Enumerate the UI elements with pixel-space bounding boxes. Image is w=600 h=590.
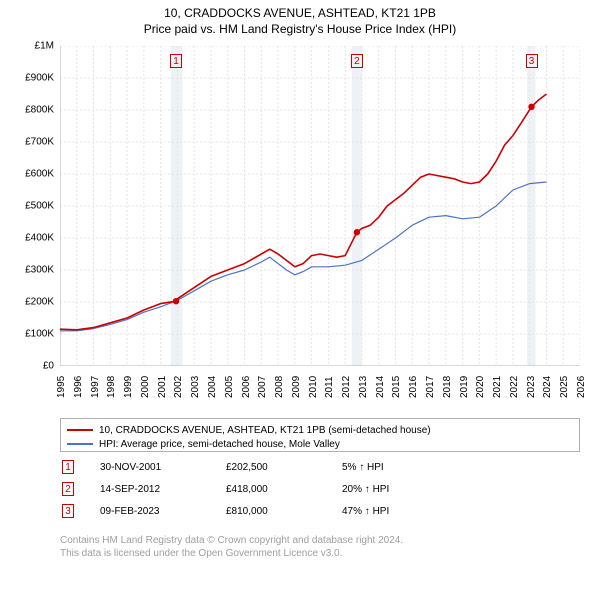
legend-item: 10, CRADDOCKS AVENUE, ASHTEAD, KT21 1PB … (67, 423, 573, 437)
x-tick-label: 2018 (442, 376, 453, 398)
transaction-row: 1 30-NOV-2001 £202,500 5% ↑ HPI (62, 460, 384, 474)
transaction-marker: 3 (526, 54, 538, 68)
page: 10, CRADDOCKS AVENUE, ASHTEAD, KT21 1PB … (0, 0, 600, 590)
x-tick-label: 2010 (308, 376, 319, 398)
y-tick-label: £100K (0, 329, 54, 340)
x-tick-label: 2007 (257, 376, 268, 398)
chart-svg (60, 46, 580, 366)
footer-attribution: Contains HM Land Registry data © Crown c… (60, 534, 403, 560)
transaction-price: £418,000 (226, 484, 316, 495)
x-tick-label: 2023 (526, 376, 537, 398)
chart-title: 10, CRADDOCKS AVENUE, ASHTEAD, KT21 1PB (0, 6, 600, 20)
legend-swatch (67, 429, 93, 431)
x-tick-label: 2011 (324, 376, 335, 398)
x-tick-label: 2022 (509, 376, 520, 398)
x-tick-label: 2005 (224, 376, 235, 398)
x-tick-label: 2003 (190, 376, 201, 398)
transaction-marker-small: 1 (62, 460, 74, 474)
transaction-marker-small: 2 (62, 482, 74, 496)
y-tick-label: £700K (0, 137, 54, 148)
legend-label: 10, CRADDOCKS AVENUE, ASHTEAD, KT21 1PB … (99, 425, 431, 436)
transaction-row: 3 09-FEB-2023 £810,000 47% ↑ HPI (62, 504, 389, 518)
transaction-diff: 20% ↑ HPI (342, 484, 389, 495)
transaction-row: 2 14-SEP-2012 £418,000 20% ↑ HPI (62, 482, 389, 496)
transaction-diff: 5% ↑ HPI (342, 462, 384, 473)
transaction-date: 30-NOV-2001 (100, 462, 200, 473)
x-tick-label: 2008 (274, 376, 285, 398)
x-tick-label: 2014 (375, 376, 386, 398)
x-tick-label: 2016 (408, 376, 419, 398)
x-tick-label: 2015 (391, 376, 402, 398)
x-tick-label: 2025 (559, 376, 570, 398)
x-tick-label: 2021 (492, 376, 503, 398)
y-tick-label: £0 (0, 361, 54, 372)
x-tick-label: 2017 (425, 376, 436, 398)
y-tick-label: £300K (0, 265, 54, 276)
x-tick-label: 2001 (157, 376, 168, 398)
y-tick-label: £1M (0, 41, 54, 52)
legend: 10, CRADDOCKS AVENUE, ASHTEAD, KT21 1PB … (60, 418, 580, 452)
legend-label: HPI: Average price, semi-detached house,… (99, 439, 340, 450)
transaction-marker: 2 (351, 54, 363, 68)
x-tick-label: 1996 (73, 376, 84, 398)
chart-subtitle: Price paid vs. HM Land Registry's House … (0, 22, 600, 36)
footer-line: Contains HM Land Registry data © Crown c… (60, 534, 403, 547)
transaction-marker: 1 (170, 54, 182, 68)
x-tick-label: 2026 (576, 376, 587, 398)
x-tick-label: 2000 (140, 376, 151, 398)
x-tick-label: 1995 (56, 376, 67, 398)
x-tick-label: 2020 (475, 376, 486, 398)
transaction-price: £810,000 (226, 506, 316, 517)
x-tick-label: 2009 (291, 376, 302, 398)
transaction-date: 09-FEB-2023 (100, 506, 200, 517)
transaction-diff: 47% ↑ HPI (342, 506, 389, 517)
x-tick-label: 1999 (123, 376, 134, 398)
y-tick-label: £500K (0, 201, 54, 212)
y-tick-label: £400K (0, 233, 54, 244)
x-tick-label: 2002 (173, 376, 184, 398)
x-tick-label: 2013 (358, 376, 369, 398)
transaction-marker-small: 3 (62, 504, 74, 518)
y-tick-label: £600K (0, 169, 54, 180)
x-tick-label: 2004 (207, 376, 218, 398)
x-tick-label: 2006 (241, 376, 252, 398)
transaction-price: £202,500 (226, 462, 316, 473)
y-tick-label: £800K (0, 105, 54, 116)
x-tick-label: 1998 (106, 376, 117, 398)
x-tick-label: 2012 (341, 376, 352, 398)
footer-line: This data is licensed under the Open Gov… (60, 547, 403, 560)
chart-plot-area (60, 46, 580, 366)
legend-item: HPI: Average price, semi-detached house,… (67, 437, 573, 451)
y-tick-label: £900K (0, 73, 54, 84)
legend-swatch (67, 443, 93, 445)
y-tick-label: £200K (0, 297, 54, 308)
x-tick-label: 1997 (90, 376, 101, 398)
x-tick-label: 2024 (542, 376, 553, 398)
transaction-date: 14-SEP-2012 (100, 484, 200, 495)
x-tick-label: 2019 (459, 376, 470, 398)
